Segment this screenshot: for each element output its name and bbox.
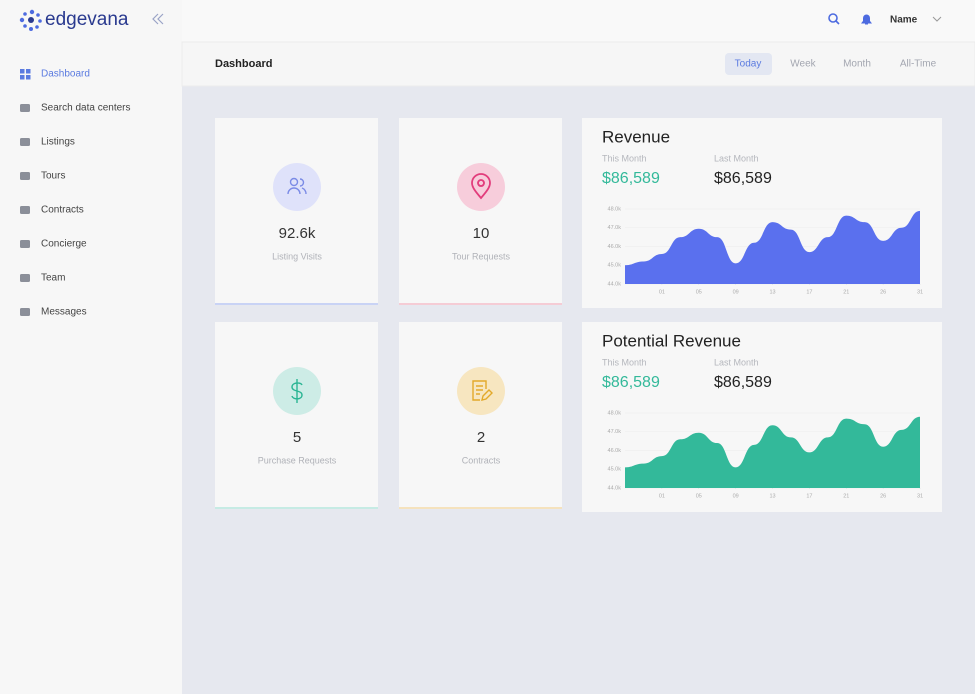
this-month-label: This Month xyxy=(602,153,647,163)
last-month-value: $86,589 xyxy=(714,170,772,187)
nav-item[interactable]: Concierge xyxy=(41,239,87,250)
stat-card-accent xyxy=(399,507,562,509)
area xyxy=(625,210,920,284)
stat-icon xyxy=(291,379,303,403)
stat-value: 92.6k xyxy=(279,225,316,242)
sidebar xyxy=(0,0,182,694)
y-tick-label: 44.0k xyxy=(608,485,622,491)
x-tick-label: 09 xyxy=(733,493,739,499)
nav-icon xyxy=(26,69,31,74)
nav-item[interactable]: Messages xyxy=(41,307,87,318)
nav-item[interactable]: Contracts xyxy=(41,205,84,216)
x-tick-label: 01 xyxy=(659,493,665,499)
stat-value: 2 xyxy=(477,429,485,446)
this-month-value: $86,589 xyxy=(602,374,660,391)
stat-card xyxy=(215,118,378,305)
y-tick-label: 45.0k xyxy=(608,467,622,473)
y-tick-label: 47.0k xyxy=(608,429,622,435)
stat-card-accent xyxy=(399,303,562,305)
stat-icon xyxy=(287,177,307,195)
search-icon[interactable] xyxy=(828,13,840,25)
x-tick-label: 01 xyxy=(659,289,665,295)
stat-card-accent xyxy=(215,303,378,305)
this-month-value: $86,589 xyxy=(602,170,660,187)
nav-icon xyxy=(20,206,30,214)
last-month-label: Last Month xyxy=(714,153,759,163)
stat-label: Listing Visits xyxy=(272,251,322,261)
topbar xyxy=(182,0,975,42)
x-tick-label: 09 xyxy=(733,289,739,295)
tab-active-background xyxy=(725,53,772,75)
x-tick-label: 17 xyxy=(806,289,812,295)
logo: edgevana xyxy=(45,9,129,30)
x-tick-label: 31 xyxy=(917,289,923,295)
chart-title: Potential Revenue xyxy=(602,331,741,350)
x-tick-label: 05 xyxy=(696,493,702,499)
nav-item[interactable]: Team xyxy=(41,273,65,284)
last-month-value: $86,589 xyxy=(714,374,772,391)
y-tick-label: 44.0k xyxy=(608,281,622,287)
stat-card xyxy=(399,118,562,305)
y-tick-label: 48.0k xyxy=(608,410,622,416)
stat-label: Tour Requests xyxy=(452,251,511,261)
nav-item[interactable]: Tours xyxy=(41,171,65,182)
x-tick-label: 26 xyxy=(880,289,886,295)
stat-icon-background xyxy=(457,163,505,211)
user-menu-chevron[interactable] xyxy=(932,16,942,22)
stat-card xyxy=(399,322,562,509)
stat-icon xyxy=(472,380,493,401)
nav-item[interactable]: Dashboard xyxy=(41,69,90,80)
stat-icon-background xyxy=(457,367,505,415)
bell-icon[interactable] xyxy=(861,14,872,25)
nav-icon xyxy=(20,75,25,80)
y-tick-label: 46.0k xyxy=(608,244,622,250)
nav-icon xyxy=(20,274,30,282)
stat-label: Purchase Requests xyxy=(258,455,337,465)
nav-icon xyxy=(20,172,30,180)
x-tick-label: 21 xyxy=(843,289,849,295)
y-tick-label: 45.0k xyxy=(608,263,622,269)
x-tick-label: 26 xyxy=(880,493,886,499)
area xyxy=(625,416,920,488)
nav-icon xyxy=(20,69,25,74)
stat-card xyxy=(215,322,378,509)
x-tick-label: 21 xyxy=(843,493,849,499)
stat-value: 5 xyxy=(293,429,301,446)
y-tick-label: 46.0k xyxy=(608,448,622,454)
y-tick-label: 47.0k xyxy=(608,225,622,231)
collapse-button[interactable] xyxy=(152,13,164,25)
stat-icon-background xyxy=(273,163,321,211)
nav-icon xyxy=(20,240,30,248)
nav-icon xyxy=(20,104,30,112)
y-tick-label: 48.0k xyxy=(608,206,622,212)
this-month-label: This Month xyxy=(602,357,647,367)
nav-icon xyxy=(26,75,31,80)
stat-card-accent xyxy=(215,507,378,509)
tab[interactable]: All-Time xyxy=(900,59,937,70)
tab[interactable]: Month xyxy=(843,59,871,70)
x-tick-label: 13 xyxy=(769,289,775,295)
nav-item[interactable]: Listings xyxy=(41,137,75,148)
x-tick-label: 31 xyxy=(917,493,923,499)
nav-item[interactable]: Search data centers xyxy=(41,103,131,114)
user-name[interactable]: Name xyxy=(890,15,918,26)
logo-mark xyxy=(19,9,42,31)
page-title: Dashboard xyxy=(215,58,272,70)
stat-value: 10 xyxy=(473,225,490,242)
tab[interactable]: Week xyxy=(790,59,816,70)
tab[interactable]: Today xyxy=(735,59,762,70)
nav-icon xyxy=(20,138,30,146)
last-month-label: Last Month xyxy=(714,357,759,367)
subheader xyxy=(181,41,975,87)
x-tick-label: 13 xyxy=(769,493,775,499)
nav-icon xyxy=(20,308,30,316)
x-tick-label: 17 xyxy=(806,493,812,499)
x-tick-label: 05 xyxy=(696,289,702,295)
stat-icon xyxy=(471,173,491,200)
stat-label: Contracts xyxy=(462,455,501,465)
chart-title: Revenue xyxy=(602,127,670,146)
